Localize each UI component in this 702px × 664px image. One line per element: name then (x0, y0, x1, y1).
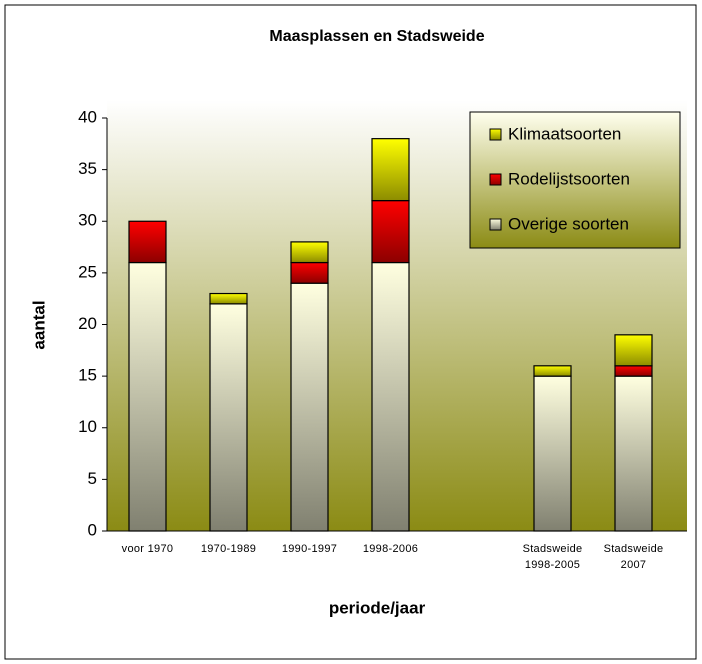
x-tick-label: Stadsweide 2007 (603, 543, 664, 571)
chart-border (4, 4, 697, 660)
y-tick-label: 40 (78, 107, 97, 126)
y-tick-label: 0 (88, 520, 97, 539)
y-tick-label: 35 (78, 159, 97, 178)
y-tick-label: 30 (78, 211, 97, 230)
legend-swatch (489, 173, 502, 186)
x-tick-label: voor 1970 (121, 543, 174, 555)
chart-title: Maasplassen en Stadsweide (269, 28, 484, 45)
x-tick-label: Stadsweide 1998-2005 (522, 543, 583, 571)
bar-segment (371, 138, 410, 202)
bar-segment (290, 282, 329, 532)
y-tick-label: 25 (78, 262, 97, 281)
bar-segment (533, 375, 572, 532)
legend-swatch (489, 128, 502, 141)
bar-segment (128, 220, 167, 264)
legend-label: Rodelijstsoorten (508, 169, 630, 188)
y-tick-label: 20 (78, 314, 97, 333)
bar-segment (371, 200, 410, 264)
legend-label: Klimaatsoorten (508, 124, 621, 143)
bar-segment (128, 261, 167, 532)
legend-box (469, 111, 681, 249)
bar-segment (614, 365, 653, 377)
y-tick-label: 15 (78, 366, 97, 385)
x-tick-label: 1970-1989 (200, 543, 257, 555)
bar-segment (614, 375, 653, 532)
bar-segment (209, 303, 248, 532)
y-tick-label: 10 (78, 417, 97, 436)
legend-label: Overige soorten (508, 214, 629, 233)
bar-segment (209, 292, 248, 305)
y-axis-label: aantal (29, 300, 48, 349)
bar-segment (533, 365, 572, 377)
bar-segment (290, 241, 329, 264)
legend-swatch (489, 218, 502, 231)
bar-segment (290, 261, 329, 284)
bar-segment (371, 261, 410, 532)
bar-segment (614, 334, 653, 367)
y-tick-label: 5 (88, 469, 97, 488)
x-axis-label: periode/jaar (329, 598, 426, 617)
x-tick-label: 1998-2006 (362, 543, 419, 555)
x-tick-label: 1990-1997 (281, 543, 338, 555)
